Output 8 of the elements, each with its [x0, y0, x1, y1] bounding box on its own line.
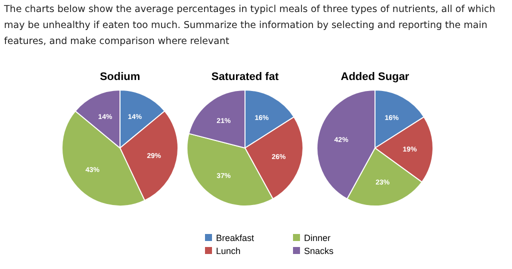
text: The charts below show the average percentages in typicl meals of three types of nutrients, all of which may be unhealthy if eaten too much. Summarize the information by selecting and reporting the main features, and make comparison where relevant	[4, 3, 496, 49]
chart-title: Sodium	[100, 71, 140, 83]
legend-label: Dinner	[304, 233, 331, 244]
chart-title: Saturated fat	[211, 71, 279, 83]
legend-label: Snacks	[304, 246, 334, 256]
chart-title: Added Sugar	[340, 71, 410, 83]
legend-label: Lunch	[216, 246, 241, 256]
legend-label: Breakfast	[216, 233, 255, 244]
